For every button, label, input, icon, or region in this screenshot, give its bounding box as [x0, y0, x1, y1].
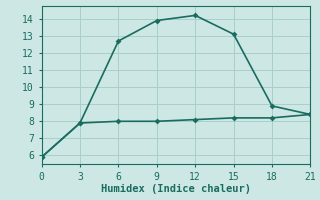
X-axis label: Humidex (Indice chaleur): Humidex (Indice chaleur)	[101, 184, 251, 194]
